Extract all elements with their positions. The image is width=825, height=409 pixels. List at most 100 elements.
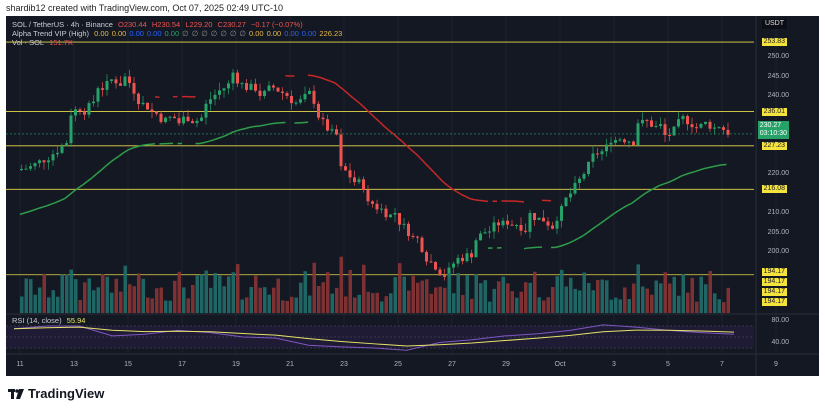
indicator-value: ∅ <box>239 29 246 38</box>
alpha-trend-line <box>352 97 358 102</box>
volume-bar <box>308 295 312 313</box>
time-tick: 13 <box>70 361 78 368</box>
volume-bar <box>119 291 123 313</box>
volume-bar <box>96 287 100 313</box>
candle-body <box>258 90 262 96</box>
price-tick: 210.00 <box>767 209 789 216</box>
volume-bar <box>105 276 109 313</box>
candle-body <box>564 197 568 206</box>
alpha-trend-line <box>618 207 624 212</box>
alpha-trend-line <box>222 134 228 138</box>
chart-canvas[interactable] <box>6 16 819 376</box>
volume-bar <box>591 290 595 313</box>
alpha-trend-line <box>379 121 386 128</box>
alpha-trend-line <box>33 207 39 211</box>
level-label: 194.17 <box>761 267 787 276</box>
volume-bar <box>416 282 420 313</box>
candle-body <box>704 121 707 124</box>
alpha-trend-line <box>262 123 268 127</box>
alpha-trend-line <box>676 175 682 179</box>
alpha-trend-line <box>213 137 219 141</box>
alpha-trend-line <box>573 237 579 242</box>
alpha-trend-line <box>217 136 223 140</box>
alpha-trend-line <box>694 169 700 173</box>
volume-bar <box>479 283 483 313</box>
time-tick: 9 <box>774 361 778 368</box>
candle-body <box>114 79 118 84</box>
volume-bar <box>29 279 33 313</box>
candle-body <box>636 123 640 146</box>
alpha-trend-line <box>681 173 687 177</box>
candle-body <box>65 143 68 146</box>
volume-bar <box>501 276 505 313</box>
alpha-trend-line <box>658 183 664 187</box>
candle-body <box>159 113 163 123</box>
candle-body <box>236 72 239 84</box>
alpha-trend-line <box>397 137 403 143</box>
volume-bar <box>267 294 271 313</box>
rsi-tick: 80.00 <box>771 316 789 324</box>
alpha-trend-line <box>321 77 327 81</box>
volume-bar <box>600 279 604 313</box>
level-label: 236.01 <box>761 107 787 116</box>
alpha-trend-line <box>600 219 606 225</box>
candle-body <box>276 87 280 92</box>
ohlc-close: C230.27 <box>217 20 246 29</box>
volume-bar <box>92 290 96 313</box>
volume-bar <box>245 297 249 313</box>
candle-body <box>96 88 100 102</box>
current-price-label: 230.27 03:10:30 <box>757 121 789 139</box>
candle-body <box>605 144 608 152</box>
candle-body <box>29 166 32 169</box>
candle-body <box>366 189 370 202</box>
candle-body <box>51 154 55 161</box>
price-tick: 205.00 <box>767 228 789 236</box>
alpha-trend-line <box>424 162 431 169</box>
volume-name[interactable]: Vol · SOL <box>12 38 45 47</box>
volume-bar <box>375 292 379 313</box>
volume-bar <box>605 280 609 313</box>
volume-bar <box>555 276 559 313</box>
candle-body <box>690 124 694 128</box>
volume-bar <box>569 277 573 313</box>
alpha-trend-line <box>249 125 255 129</box>
candle-body <box>87 103 91 115</box>
alpha-trend-line <box>428 167 435 173</box>
indicator-name[interactable]: Alpha Trend VIP (High) <box>12 29 89 38</box>
current-price: 230.27 <box>759 122 782 129</box>
candle-body <box>285 93 289 96</box>
volume-bar <box>132 286 136 313</box>
alpha-trend-line <box>37 206 43 210</box>
alpha-trend-line <box>235 128 241 132</box>
level-label: 194.17 <box>761 277 787 286</box>
rsi-line <box>13 324 735 351</box>
candle-body <box>182 116 185 124</box>
volume-bar <box>461 294 465 313</box>
chart-frame[interactable]: SOL / TetherUS · 4h · Binance O230.44 H2… <box>6 16 819 376</box>
volume-bar <box>650 294 654 313</box>
currency-label[interactable]: USDT <box>761 19 787 29</box>
volume-bar <box>222 286 226 313</box>
alpha-trend-line <box>564 242 570 246</box>
candle-body <box>353 177 356 183</box>
alpha-trend-line <box>42 205 48 208</box>
volume-bar <box>65 274 69 313</box>
candle-body <box>600 151 604 155</box>
candle-body <box>654 125 658 127</box>
alpha-trend-line <box>609 213 615 218</box>
candle-body <box>272 85 275 88</box>
rsi-name[interactable]: RSI (14, close) <box>12 316 62 325</box>
symbol-name[interactable]: SOL / TetherUS · 4h · Binance <box>12 20 113 29</box>
alpha-trend-line <box>82 180 88 186</box>
candle-body <box>290 96 293 104</box>
alpha-trend-line <box>672 177 678 182</box>
volume-bar <box>546 297 550 313</box>
alpha-trend-line <box>627 202 633 206</box>
volume-bar <box>326 272 330 313</box>
volume-bar <box>218 275 222 313</box>
alpha-trend-line <box>361 104 368 111</box>
time-tick: 5 <box>666 361 670 368</box>
indicator-value: ∅ <box>220 29 227 38</box>
volume-bar <box>542 300 546 313</box>
alpha-trend-line <box>478 199 484 202</box>
